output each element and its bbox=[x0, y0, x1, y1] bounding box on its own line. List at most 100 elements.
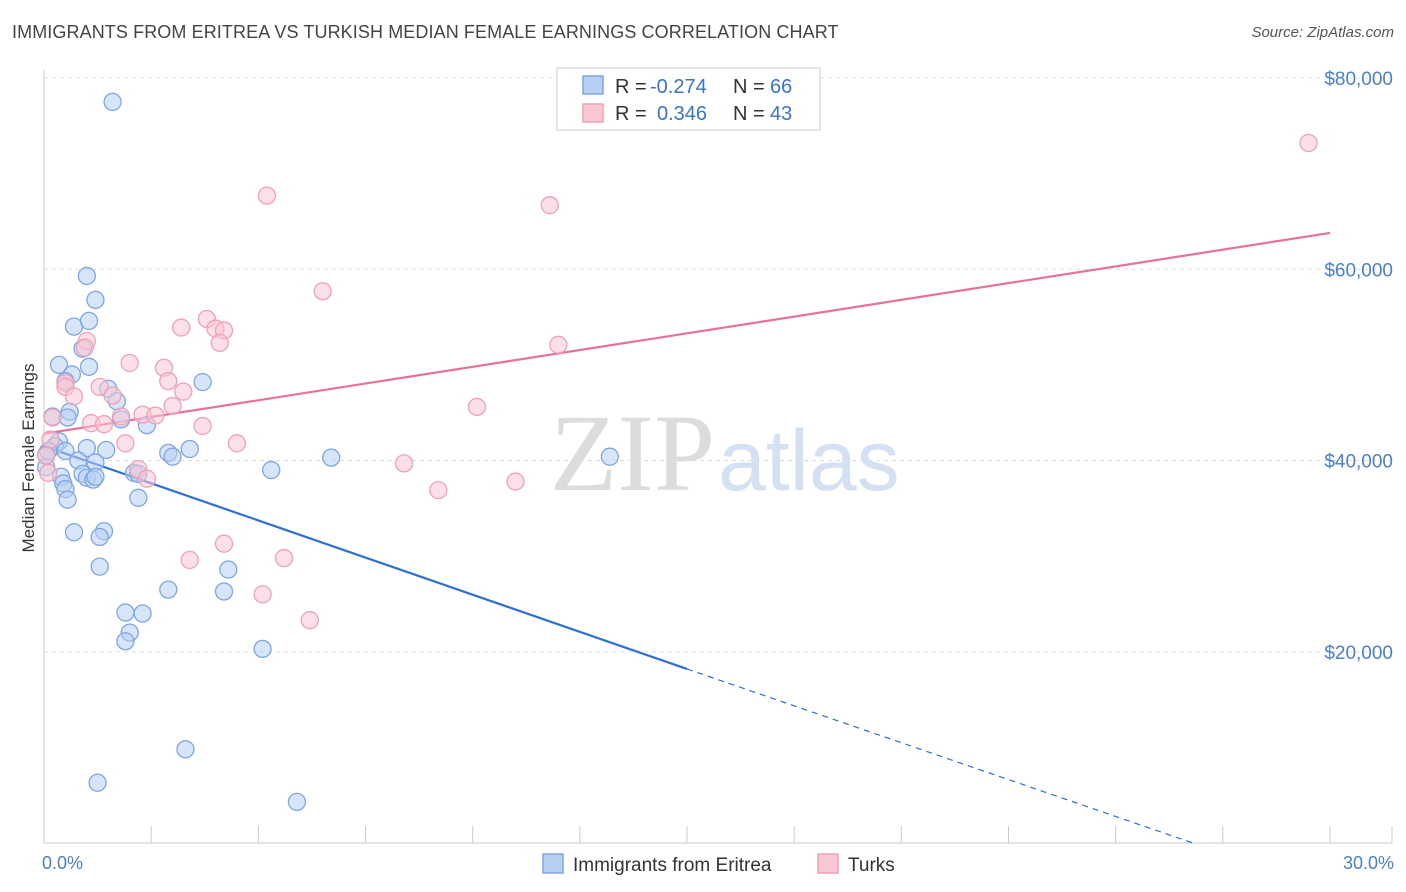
turks-point bbox=[90, 377, 109, 397]
trend-lines bbox=[43, 231, 1331, 844]
legend-n-label-2: N = bbox=[733, 103, 765, 125]
eritrea-point bbox=[97, 440, 116, 460]
turks-point bbox=[1299, 133, 1318, 153]
eritrea-point bbox=[214, 582, 234, 601]
turks-point bbox=[112, 407, 131, 426]
eritrea-point bbox=[88, 773, 107, 792]
turks-point bbox=[75, 338, 94, 357]
turks-point bbox=[210, 333, 229, 353]
turks-point bbox=[43, 408, 62, 427]
legend-r-label-2: R = bbox=[615, 103, 647, 125]
eritrea-trend-extension bbox=[686, 668, 1194, 844]
eritrea-point bbox=[86, 467, 105, 486]
turks-point bbox=[159, 371, 178, 391]
legend-r-value-2: 0.346 bbox=[657, 103, 707, 125]
turks-point bbox=[163, 396, 182, 416]
eritrea-point bbox=[56, 441, 75, 461]
turks-point bbox=[214, 534, 234, 553]
eritrea-point bbox=[287, 792, 307, 812]
y-tick-label: $60,000 bbox=[1324, 260, 1393, 281]
turks-point bbox=[227, 434, 247, 453]
eritrea-point bbox=[116, 603, 135, 622]
eritrea-point bbox=[77, 438, 97, 458]
turks-point bbox=[429, 480, 448, 500]
y-tick-label: $40,000 bbox=[1324, 452, 1393, 473]
turks-trend-line bbox=[43, 231, 1331, 435]
turks-point bbox=[103, 386, 122, 405]
turks-point bbox=[36, 446, 56, 465]
legend-n-label-1: N = bbox=[733, 76, 765, 98]
eritrea-point bbox=[253, 639, 272, 659]
turks-point bbox=[540, 196, 559, 215]
turks-point bbox=[274, 548, 294, 568]
legend-swatch-eritrea bbox=[582, 75, 604, 95]
legend: R = -0.274 N = 66 R = 0.346 N = 43 bbox=[556, 67, 821, 131]
eritrea-point bbox=[193, 372, 212, 392]
eritrea-point bbox=[77, 266, 97, 286]
eritrea-point bbox=[219, 560, 238, 579]
turks-point bbox=[116, 434, 135, 453]
legend-swatch-turks bbox=[582, 103, 604, 123]
turks-point bbox=[253, 585, 272, 604]
eritrea-point bbox=[103, 92, 122, 112]
eritrea-point bbox=[180, 439, 199, 459]
turks-point bbox=[174, 382, 193, 401]
source-label: Source: ZipAtlas.com bbox=[1251, 24, 1394, 41]
eritrea-point bbox=[159, 580, 178, 599]
watermark-zip: ZIP bbox=[550, 392, 715, 514]
eritrea-point bbox=[79, 357, 99, 376]
x-tick-max: 30.0% bbox=[1343, 853, 1394, 873]
turks-point bbox=[257, 186, 277, 205]
turks-point bbox=[41, 430, 60, 449]
turks-point bbox=[467, 397, 487, 417]
eritrea-point bbox=[90, 557, 109, 576]
bottom-legend-label-turks: Turks bbox=[848, 855, 895, 876]
bottom-legend-swatch-eritrea bbox=[542, 853, 564, 874]
legend-r-value-1: -0.274 bbox=[650, 76, 707, 98]
watermark: ZIP atlas bbox=[550, 392, 900, 514]
turks-point bbox=[146, 406, 165, 425]
eritrea-point bbox=[262, 460, 281, 480]
turks-point bbox=[94, 415, 114, 434]
chart-title: IMMIGRANTS FROM ERITREA VS TURKISH MEDIA… bbox=[12, 22, 839, 42]
bottom-legend-label-eritrea: Immigrants from Eritrea bbox=[573, 855, 772, 876]
turks-point bbox=[193, 416, 212, 436]
eritrea-point bbox=[90, 527, 109, 547]
turks-point bbox=[300, 611, 319, 630]
gridlines bbox=[44, 77, 1392, 653]
eritrea-point bbox=[58, 490, 77, 509]
turks-point bbox=[39, 463, 58, 483]
turks-point bbox=[120, 353, 139, 373]
y-tick-labels: $20,000 $40,000 $60,000 $80,000 bbox=[1324, 69, 1393, 664]
eritrea-point bbox=[176, 740, 195, 759]
eritrea-point bbox=[79, 311, 99, 331]
eritrea-point bbox=[322, 448, 341, 467]
turks-point bbox=[64, 387, 84, 406]
turks-point bbox=[313, 282, 332, 301]
bottom-legend-swatch-turks bbox=[817, 853, 839, 874]
turks-point bbox=[172, 318, 191, 337]
turks-point bbox=[506, 472, 525, 491]
eritrea-point bbox=[163, 447, 182, 466]
eritrea-point bbox=[86, 290, 105, 310]
turks-point bbox=[394, 454, 414, 473]
turks-point bbox=[137, 469, 157, 488]
turks-point bbox=[180, 550, 199, 570]
y-tick-label: $80,000 bbox=[1324, 69, 1393, 90]
watermark-atlas: atlas bbox=[718, 413, 900, 509]
turks-point bbox=[549, 335, 568, 354]
bottom-legend: Immigrants from Eritrea Turks bbox=[542, 853, 895, 876]
eritrea-point bbox=[600, 447, 619, 466]
eritrea-point bbox=[133, 604, 152, 623]
x-tick-min: 0.0% bbox=[42, 853, 83, 873]
y-tick-label: $20,000 bbox=[1324, 643, 1393, 664]
eritrea-point bbox=[49, 355, 69, 375]
eritrea-point bbox=[64, 523, 84, 542]
y-axis-label: Median Female Earnings bbox=[19, 364, 38, 553]
data-points bbox=[36, 92, 1318, 812]
eritrea-point bbox=[116, 632, 135, 651]
legend-n-value-2: 43 bbox=[770, 103, 792, 125]
legend-r-label-1: R = bbox=[615, 76, 647, 98]
eritrea-point bbox=[129, 488, 148, 507]
